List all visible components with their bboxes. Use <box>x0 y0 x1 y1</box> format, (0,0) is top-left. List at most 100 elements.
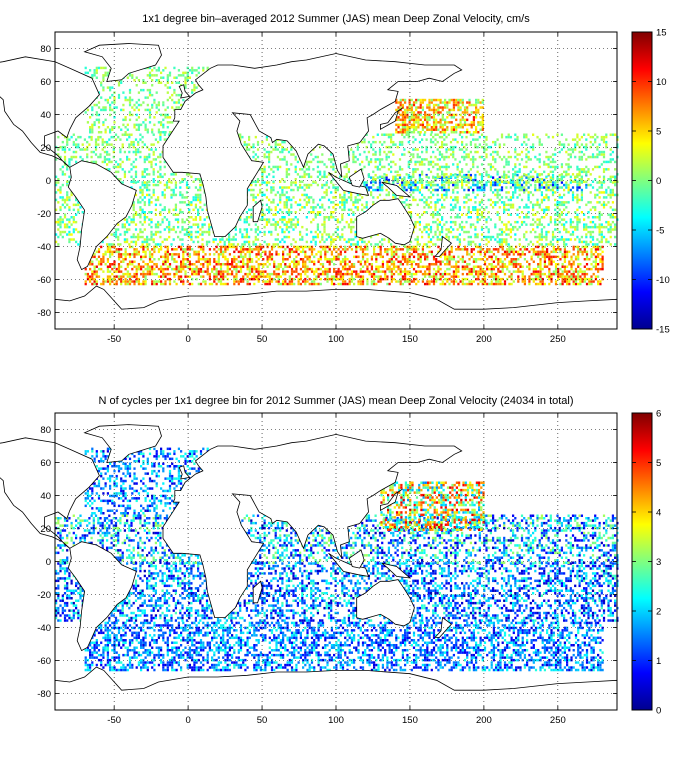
data-cell <box>102 258 105 261</box>
data-cell <box>137 253 141 256</box>
data-cell <box>121 168 124 171</box>
data-cell <box>93 265 96 268</box>
data-cell <box>239 230 242 234</box>
data-cell <box>470 248 473 251</box>
data-cell <box>499 280 502 283</box>
data-cell <box>160 255 163 259</box>
data-cell <box>589 173 592 176</box>
data-cell <box>395 265 398 268</box>
data-cell <box>239 216 242 219</box>
data-cell <box>477 265 480 268</box>
data-cell <box>339 220 342 224</box>
data-cell <box>556 183 559 187</box>
data-cell <box>367 240 371 244</box>
data-cell <box>59 220 62 224</box>
data-cell <box>363 240 366 244</box>
data-cell <box>257 258 260 261</box>
data-cell <box>578 186 581 189</box>
data-cell <box>279 196 282 199</box>
data-cell <box>512 270 515 273</box>
data-cell <box>316 183 320 187</box>
data-cell <box>545 186 548 189</box>
data-cell <box>512 253 515 256</box>
data-cell <box>304 260 307 263</box>
data-cell <box>165 225 169 229</box>
data-cell <box>350 272 354 276</box>
data-cell <box>316 175 320 179</box>
data-cell <box>330 240 333 244</box>
data-cell <box>485 220 488 224</box>
data-cell <box>378 181 382 184</box>
data-cell <box>592 245 595 249</box>
data-cell <box>334 191 337 194</box>
data-cell <box>461 260 464 263</box>
data-cell <box>177 235 180 239</box>
data-cell <box>171 253 174 256</box>
data-cell <box>554 218 557 221</box>
data-cell <box>454 220 457 224</box>
data-cell <box>86 275 90 278</box>
data-cell <box>485 181 488 184</box>
data-cell <box>319 173 322 176</box>
data-cell <box>343 193 346 197</box>
data-cell <box>434 203 437 207</box>
data-cell <box>66 218 69 221</box>
data-cell <box>385 176 388 179</box>
data-cell <box>348 272 351 276</box>
data-cell <box>510 250 513 254</box>
data-cell <box>390 267 393 271</box>
data-cell <box>222 250 225 254</box>
data-cell <box>540 228 544 231</box>
data-cell <box>496 193 499 197</box>
data-cell <box>228 272 232 276</box>
data-cell <box>507 191 510 194</box>
data-cell <box>252 193 255 197</box>
data-cell <box>536 235 539 239</box>
data-cell <box>55 183 58 187</box>
data-cell <box>139 230 142 234</box>
data-cell <box>370 243 373 246</box>
data-cell <box>463 260 467 263</box>
data-cell <box>401 275 405 278</box>
data-cell <box>556 218 559 221</box>
data-cell <box>133 248 136 251</box>
data-cell <box>394 175 397 179</box>
data-cell <box>534 282 538 286</box>
data-cell <box>614 208 617 212</box>
data-cell <box>123 218 127 221</box>
data-cell <box>186 258 189 261</box>
data-cell <box>113 275 116 278</box>
data-cell <box>148 270 152 273</box>
data-cell <box>95 270 98 273</box>
data-cell <box>106 250 110 254</box>
data-cell <box>343 178 346 181</box>
data-cell <box>184 250 187 254</box>
data-cell <box>554 263 558 266</box>
data-cell <box>290 267 294 271</box>
data-cell <box>148 267 152 271</box>
data-cell <box>520 178 524 182</box>
data-cell <box>395 248 398 251</box>
data-cell <box>409 193 413 197</box>
data-cell <box>117 235 120 239</box>
data-cell <box>292 188 295 192</box>
data-cell <box>141 175 144 179</box>
data-cell <box>456 186 459 189</box>
data-cell <box>157 183 160 187</box>
data-cell <box>479 245 482 249</box>
data-cell <box>255 245 258 249</box>
data-cell <box>387 191 391 194</box>
data-cell <box>554 191 557 194</box>
data-cell <box>496 178 499 181</box>
data-cell <box>466 263 469 266</box>
data-cell <box>443 186 446 189</box>
data-cell <box>148 250 152 254</box>
data-cell <box>262 275 265 278</box>
data-cell <box>437 250 440 254</box>
data-cell <box>600 213 603 216</box>
data-cell <box>66 198 69 202</box>
data-cell <box>310 230 313 234</box>
data-cell <box>63 216 67 219</box>
data-cell <box>254 243 257 246</box>
data-cell <box>408 245 411 249</box>
